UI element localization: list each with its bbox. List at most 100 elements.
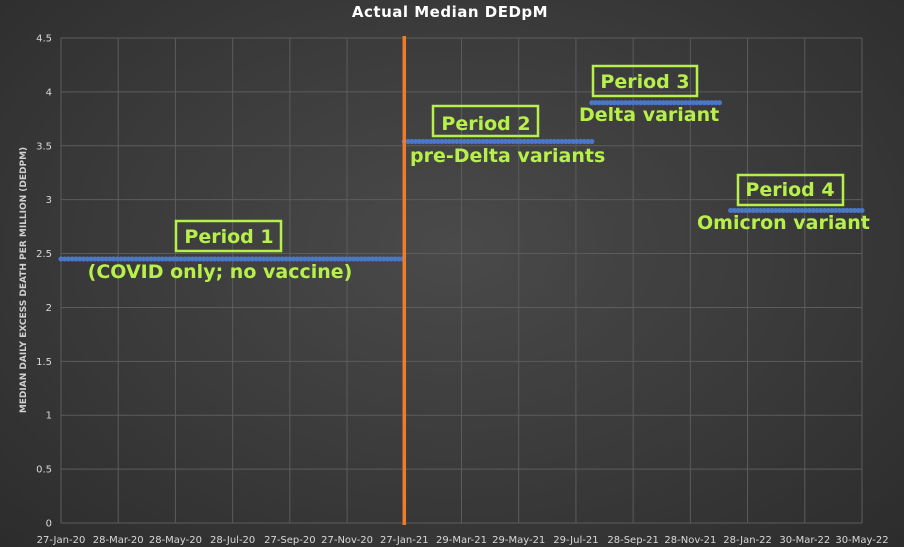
data-point xyxy=(555,138,561,145)
data-point xyxy=(532,138,539,145)
x-tick-label: 29-Mar-21 xyxy=(436,535,487,546)
data-point xyxy=(784,207,790,214)
data-point xyxy=(133,256,139,262)
data-point xyxy=(713,100,719,106)
data-point xyxy=(739,207,745,214)
data-point xyxy=(517,138,524,145)
data-point xyxy=(570,138,576,145)
data-point xyxy=(140,256,147,262)
data-point xyxy=(623,100,629,106)
period-label: Period 2 xyxy=(441,113,530,135)
data-point xyxy=(581,138,587,145)
data-point xyxy=(521,138,527,145)
data-point xyxy=(776,207,783,214)
data-point xyxy=(125,256,132,262)
data-point xyxy=(242,256,248,262)
data-point xyxy=(276,256,282,262)
data-point xyxy=(373,256,379,262)
y-tick-label: 1.5 xyxy=(36,357,52,368)
data-point xyxy=(536,138,542,145)
data-point xyxy=(369,256,375,262)
data-point xyxy=(615,100,621,106)
data-point xyxy=(185,256,192,262)
data-point xyxy=(287,256,293,262)
data-point xyxy=(619,100,625,106)
data-point xyxy=(69,256,75,262)
data-point xyxy=(600,100,606,106)
data-point xyxy=(245,256,252,262)
data-point xyxy=(698,100,704,106)
y-tick-label: 4.5 xyxy=(36,34,52,45)
data-point xyxy=(694,100,700,106)
data-point xyxy=(396,256,402,262)
data-point xyxy=(249,256,255,262)
data-point xyxy=(844,207,850,214)
data-point xyxy=(525,138,531,145)
x-tick-label: 28-Sep-21 xyxy=(607,535,659,546)
data-point xyxy=(159,256,165,262)
data-point xyxy=(227,256,233,262)
data-point xyxy=(716,100,723,106)
x-tick-label: 27-Jan-20 xyxy=(37,535,86,546)
data-point xyxy=(559,138,565,145)
data-point xyxy=(381,256,387,262)
data-point xyxy=(574,138,580,145)
data-point xyxy=(765,207,771,214)
y-tick-label: 0.5 xyxy=(36,465,52,476)
data-point xyxy=(197,256,203,262)
data-point xyxy=(409,138,415,145)
data-point xyxy=(630,100,636,106)
data-point xyxy=(750,207,756,214)
x-tick-label: 30-May-22 xyxy=(835,535,888,546)
data-point xyxy=(611,100,617,106)
data-point xyxy=(189,256,195,262)
data-point xyxy=(99,256,105,262)
data-point xyxy=(593,100,599,106)
data-point xyxy=(566,138,572,145)
data-point xyxy=(450,138,456,145)
period-description: Omicron variant xyxy=(697,212,870,234)
data-point xyxy=(317,256,323,262)
data-point xyxy=(279,256,285,262)
data-point xyxy=(420,138,426,145)
data-point xyxy=(178,256,184,262)
x-tick-label: 29-May-21 xyxy=(492,535,545,546)
data-points xyxy=(58,100,865,262)
data-point xyxy=(283,256,289,262)
data-point xyxy=(92,256,98,262)
data-point xyxy=(469,138,475,145)
data-point xyxy=(491,138,497,145)
data-point xyxy=(728,207,734,214)
data-point xyxy=(306,256,312,262)
data-point xyxy=(686,100,693,106)
data-point xyxy=(848,207,854,214)
data-point xyxy=(230,256,237,262)
data-point xyxy=(585,138,591,145)
data-point xyxy=(405,138,411,145)
data-point xyxy=(416,138,422,145)
data-point xyxy=(814,207,820,214)
data-point xyxy=(73,256,79,262)
data-point xyxy=(302,256,308,262)
data-point xyxy=(182,256,188,262)
data-point xyxy=(144,256,150,262)
data-point xyxy=(825,207,831,214)
data-point xyxy=(754,207,760,214)
data-point xyxy=(212,256,218,262)
data-point xyxy=(377,256,383,262)
data-point xyxy=(95,256,102,262)
data-point xyxy=(118,256,124,262)
period-label: Period 3 xyxy=(600,71,689,93)
data-point xyxy=(833,207,839,214)
x-tick-label: 30-Mar-22 xyxy=(779,535,830,546)
period-description: (COVID only; no vaccine) xyxy=(88,261,353,283)
data-point xyxy=(294,256,300,262)
x-tick-label: 28-Jan-22 xyxy=(723,535,772,546)
data-point xyxy=(780,207,786,214)
data-point xyxy=(238,256,244,262)
data-point xyxy=(829,207,835,214)
data-point xyxy=(645,100,651,106)
data-point xyxy=(795,207,801,214)
data-point xyxy=(461,138,467,145)
data-point xyxy=(62,256,68,262)
